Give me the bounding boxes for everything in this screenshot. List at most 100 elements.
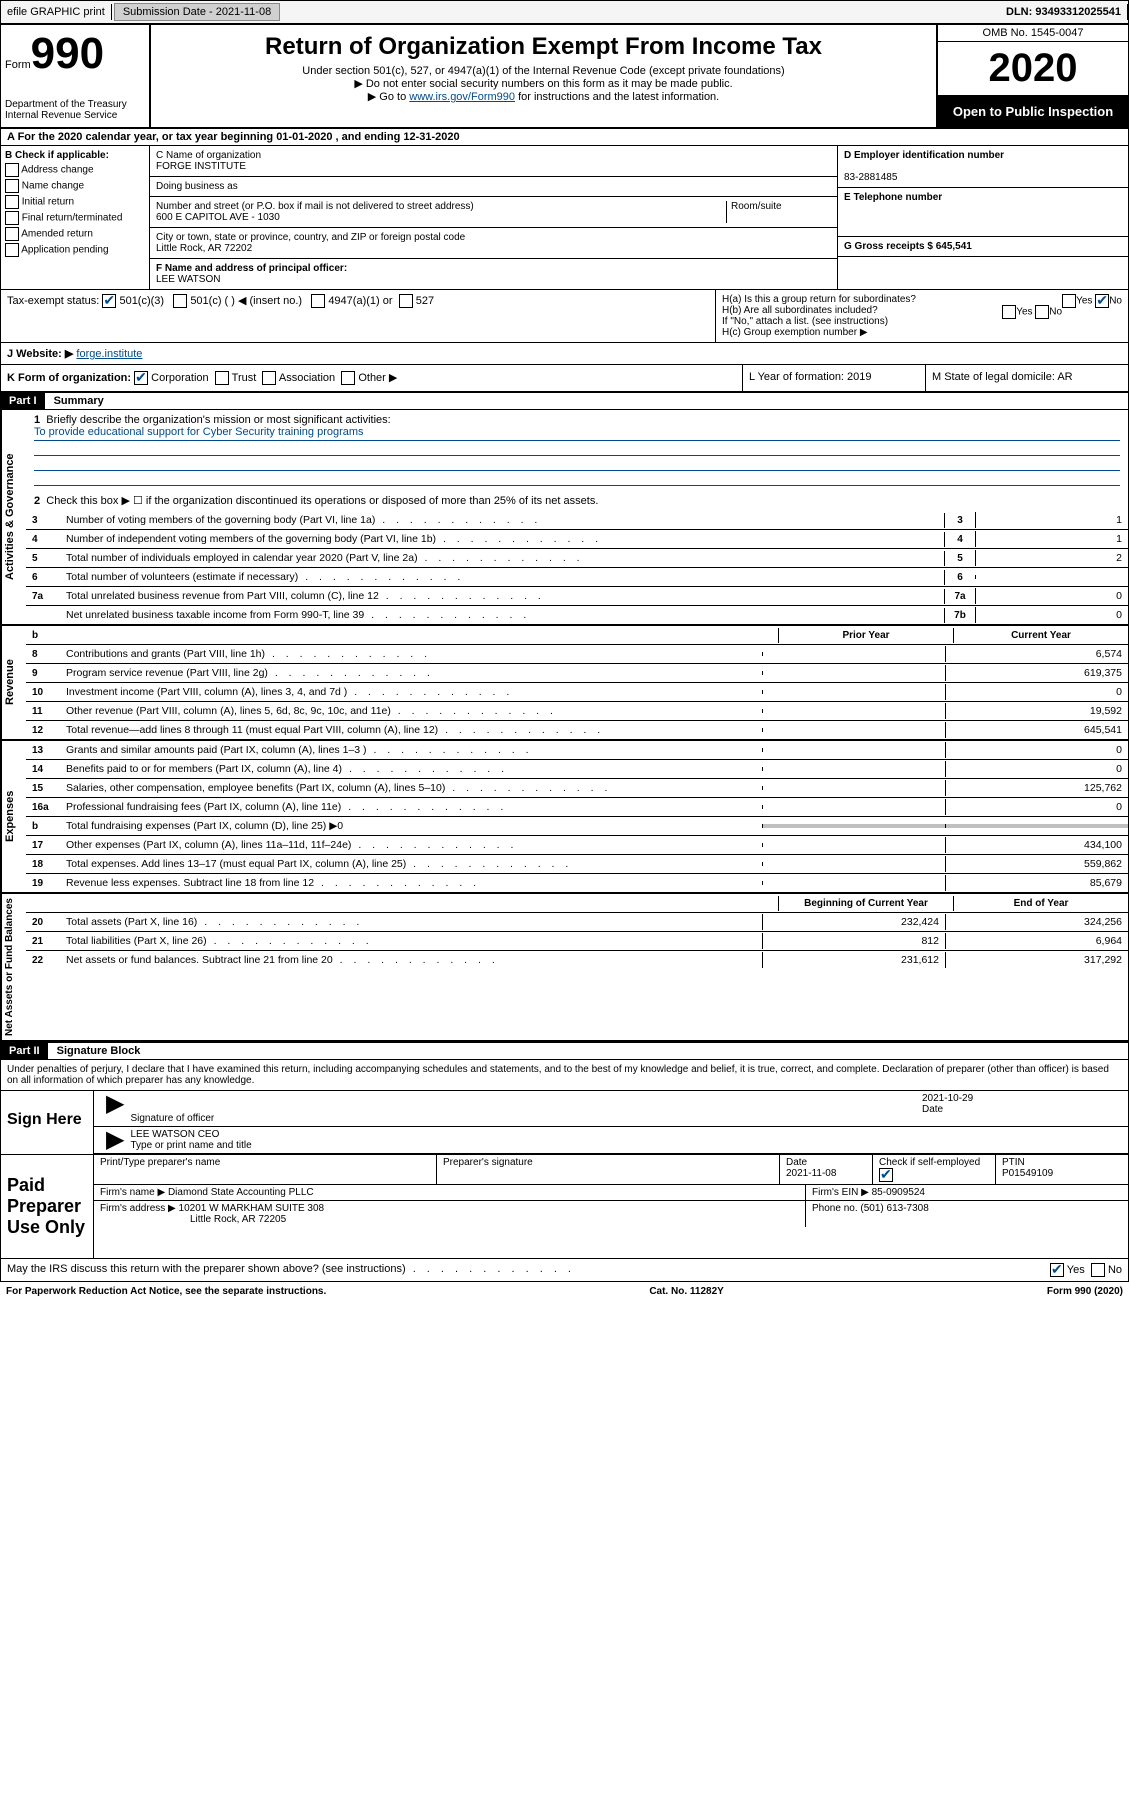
cb-discuss-yes[interactable] xyxy=(1050,1263,1064,1277)
street-cell: Number and street (or P.O. box if mail i… xyxy=(150,197,837,228)
cat-no: Cat. No. 11282Y xyxy=(649,1286,723,1297)
part1-title: Summary xyxy=(48,393,110,409)
table-row: 7a Total unrelated business revenue from… xyxy=(26,586,1128,605)
table-row: 21 Total liabilities (Part X, line 26) 8… xyxy=(26,931,1128,950)
irs-label: Internal Revenue Service xyxy=(5,110,145,121)
paid-preparer-label: Paid Preparer Use Only xyxy=(1,1155,94,1258)
mission-text: To provide educational support for Cyber… xyxy=(34,426,1120,441)
sig-date: 2021-10-29 xyxy=(922,1093,1122,1104)
print-preparer-label: Print/Type preparer's name xyxy=(100,1157,220,1168)
street-address: 600 E CAPITOL AVE - 1030 xyxy=(156,212,726,223)
table-row: 5 Total number of individuals employed i… xyxy=(26,548,1128,567)
side-expenses: Expenses xyxy=(1,741,26,892)
org-name: FORGE INSTITUTE xyxy=(156,161,831,172)
room-suite: Room/suite xyxy=(726,201,831,223)
cb-501c[interactable] xyxy=(173,294,187,308)
cb-self-employed[interactable] xyxy=(879,1168,893,1182)
sig-officer-label: Signature of officer xyxy=(130,1113,214,1124)
dba-cell: Doing business as xyxy=(150,177,837,197)
table-row: 19 Revenue less expenses. Subtract line … xyxy=(26,873,1128,892)
table-row: 11 Other revenue (Part VIII, column (A),… xyxy=(26,701,1128,720)
box-b-label: B Check if applicable: xyxy=(5,150,109,161)
cb-501c3[interactable] xyxy=(102,294,116,308)
table-row: 9 Program service revenue (Part VIII, li… xyxy=(26,663,1128,682)
q1-label: Briefly describe the organization's miss… xyxy=(46,414,390,426)
col-begin-year: Beginning of Current Year xyxy=(778,896,953,911)
form-prefix: Form xyxy=(5,59,31,71)
table-row: b Total fundraising expenses (Part IX, c… xyxy=(26,816,1128,835)
table-row: 15 Salaries, other compensation, employe… xyxy=(26,778,1128,797)
cb-assoc[interactable] xyxy=(262,371,276,385)
city-state-zip: Little Rock, AR 72202 xyxy=(156,243,831,254)
col-prior-year: Prior Year xyxy=(778,628,953,643)
table-row: 8 Contributions and grants (Part VIII, l… xyxy=(26,644,1128,663)
col-current-year: Current Year xyxy=(953,628,1128,643)
side-revenue: Revenue xyxy=(1,626,26,739)
cb-name-change[interactable]: Name change xyxy=(5,179,145,193)
cb-other[interactable] xyxy=(341,371,355,385)
cb-initial-return[interactable]: Initial return xyxy=(5,195,145,209)
website-link[interactable]: forge.institute xyxy=(76,348,142,360)
year-formation: L Year of formation: 2019 xyxy=(742,365,925,391)
table-row: 18 Total expenses. Add lines 13–17 (must… xyxy=(26,854,1128,873)
paperwork-notice: For Paperwork Reduction Act Notice, see … xyxy=(6,1286,326,1297)
part2-title: Signature Block xyxy=(51,1043,147,1059)
org-name-cell: C Name of organization FORGE INSTITUTE xyxy=(150,146,837,177)
officer-name: LEE WATSON xyxy=(156,274,220,285)
form990-link[interactable]: www.irs.gov/Form990 xyxy=(409,91,515,103)
table-row: 13 Grants and similar amounts paid (Part… xyxy=(26,741,1128,759)
form-footer: Form 990 (2020) xyxy=(1047,1286,1123,1297)
cb-4947[interactable] xyxy=(311,294,325,308)
city-cell: City or town, state or province, country… xyxy=(150,228,837,259)
side-netassets: Net Assets or Fund Balances xyxy=(1,894,26,1040)
row-label-b: b xyxy=(26,630,62,641)
sig-date-label: Date xyxy=(922,1104,943,1115)
arrow-icon: ▶ xyxy=(100,1129,130,1151)
ein-value: 83-2881485 xyxy=(844,172,897,183)
table-row: 3 Number of voting members of the govern… xyxy=(26,511,1128,529)
tax-exempt-row: Tax-exempt status: 501(c)(3) 501(c) ( ) … xyxy=(1,290,716,342)
form-of-org-row: K Form of organization: Corporation Trus… xyxy=(1,365,742,391)
sign-here-label: Sign Here xyxy=(1,1091,94,1154)
cb-discuss-no[interactable] xyxy=(1091,1263,1105,1277)
website-row: J Website: ▶ forge.institute xyxy=(1,342,1128,365)
table-row: 10 Investment income (Part VIII, column … xyxy=(26,682,1128,701)
spacer xyxy=(282,10,1000,14)
cb-corp[interactable] xyxy=(134,371,148,385)
table-row: 14 Benefits paid to or for members (Part… xyxy=(26,759,1128,778)
table-row: 12 Total revenue—add lines 8 through 11 … xyxy=(26,720,1128,739)
ein-cell: D Employer identification number 83-2881… xyxy=(838,146,1128,188)
cb-amended[interactable]: Amended return xyxy=(5,227,145,241)
cb-527[interactable] xyxy=(399,294,413,308)
table-row: 16a Professional fundraising fees (Part … xyxy=(26,797,1128,816)
submission-date-button[interactable]: Submission Date - 2021-11-08 xyxy=(114,3,280,21)
line-a: A For the 2020 calendar year, or tax yea… xyxy=(1,129,1128,146)
q2-label: Check this box ▶ ☐ if the organization d… xyxy=(46,495,598,507)
table-row: 17 Other expenses (Part IX, column (A), … xyxy=(26,835,1128,854)
arrow-icon: ▶ xyxy=(100,1093,130,1124)
table-row: Net unrelated business taxable income fr… xyxy=(26,605,1128,624)
cb-trust[interactable] xyxy=(215,371,229,385)
firm-ein: 85-0909524 xyxy=(872,1187,925,1198)
table-row: 6 Total number of volunteers (estimate i… xyxy=(26,567,1128,586)
cb-pending[interactable]: Application pending xyxy=(5,243,145,257)
phone-cell: E Telephone number xyxy=(838,188,1128,237)
open-to-public: Open to Public Inspection xyxy=(938,96,1128,127)
group-return-box: H(a) Is this a group return for subordin… xyxy=(716,290,1128,342)
firm-phone: (501) 613-7308 xyxy=(860,1203,928,1214)
title-box: Return of Organization Exempt From Incom… xyxy=(151,25,936,129)
cb-address-change[interactable]: Address change xyxy=(5,163,145,177)
officer-name-title: LEE WATSON CEO xyxy=(130,1129,1122,1140)
box-b: B Check if applicable: Address change Na… xyxy=(1,146,150,289)
form-title: Return of Organization Exempt From Incom… xyxy=(155,33,932,61)
side-governance: Activities & Governance xyxy=(1,410,26,624)
state-domicile: M State of legal domicile: AR xyxy=(925,365,1128,391)
subtitle-3: ▶ Go to www.irs.gov/Form990 for instruct… xyxy=(155,90,932,103)
part1-header: Part I xyxy=(1,393,45,409)
form-number-box: Form990 Department of the Treasury Inter… xyxy=(1,25,151,129)
officer-cell: F Name and address of principal officer:… xyxy=(150,259,837,289)
part2-header: Part II xyxy=(1,1043,48,1059)
cb-final-return[interactable]: Final return/terminated xyxy=(5,211,145,225)
table-row: 22 Net assets or fund balances. Subtract… xyxy=(26,950,1128,969)
tax-year: 2020 xyxy=(938,42,1128,96)
